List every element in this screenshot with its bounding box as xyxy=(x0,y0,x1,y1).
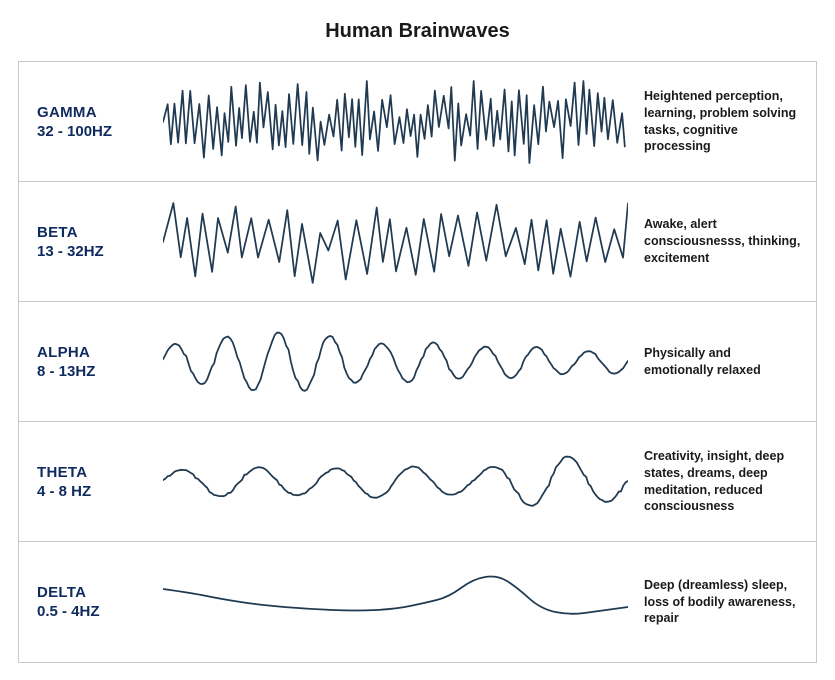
row-alpha: ALPHA 8 - 13HZ Physically and emotionally… xyxy=(19,302,816,422)
label-col-gamma: GAMMA 32 - 100HZ xyxy=(37,104,157,140)
row-beta: BETA 13 - 32HZ Awake, alert consciousness… xyxy=(19,182,816,302)
wave-path-icon xyxy=(163,577,628,614)
label-col-beta: BETA 13 - 32HZ xyxy=(37,224,157,260)
row-theta: THETA 4 - 8 HZ Creativity, insight, deep … xyxy=(19,422,816,542)
wave-name: GAMMA xyxy=(37,104,157,121)
wave-freq: 8 - 13HZ xyxy=(37,363,157,380)
desc-delta: Deep (dreamless) sleep, loss of bodily a… xyxy=(634,577,802,628)
wave-col-theta xyxy=(157,432,634,531)
wave-freq: 13 - 32HZ xyxy=(37,243,157,260)
wave-path-icon xyxy=(163,332,628,390)
wave-col-gamma xyxy=(157,72,634,171)
wave-col-beta xyxy=(157,192,634,291)
row-gamma: GAMMA 32 - 100HZ Heightened perception, l… xyxy=(19,62,816,182)
wave-col-alpha xyxy=(157,312,634,411)
wave-col-delta xyxy=(157,552,634,652)
wave-name: DELTA xyxy=(37,584,157,601)
wave-name: THETA xyxy=(37,464,157,481)
desc-alpha: Physically and emotionally relaxed xyxy=(634,345,802,379)
brainwave-table: GAMMA 32 - 100HZ Heightened perception, l… xyxy=(18,61,817,663)
wave-svg-gamma xyxy=(163,77,628,167)
wave-svg-alpha xyxy=(163,317,628,407)
row-delta: DELTA 0.5 - 4HZ Deep (dreamless) sleep, l… xyxy=(19,542,816,662)
wave-svg-delta xyxy=(163,557,628,647)
chart-title: Human Brainwaves xyxy=(18,20,817,43)
wave-path-icon xyxy=(163,203,628,283)
desc-gamma: Heightened perception, learning, problem… xyxy=(634,88,802,156)
wave-svg-theta xyxy=(163,437,628,527)
desc-beta: Awake, alert consciousnesss, thinking, e… xyxy=(634,216,802,267)
desc-theta: Creativity, insight, deep states, dreams… xyxy=(634,448,802,516)
label-col-delta: DELTA 0.5 - 4HZ xyxy=(37,584,157,620)
wave-path-icon xyxy=(163,81,625,163)
wave-freq: 4 - 8 HZ xyxy=(37,483,157,500)
wave-svg-beta xyxy=(163,197,628,287)
wave-name: ALPHA xyxy=(37,344,157,361)
label-col-alpha: ALPHA 8 - 13HZ xyxy=(37,344,157,380)
wave-name: BETA xyxy=(37,224,157,241)
wave-freq: 32 - 100HZ xyxy=(37,123,157,140)
wave-path-icon xyxy=(163,456,628,505)
wave-freq: 0.5 - 4HZ xyxy=(37,603,157,620)
label-col-theta: THETA 4 - 8 HZ xyxy=(37,464,157,500)
